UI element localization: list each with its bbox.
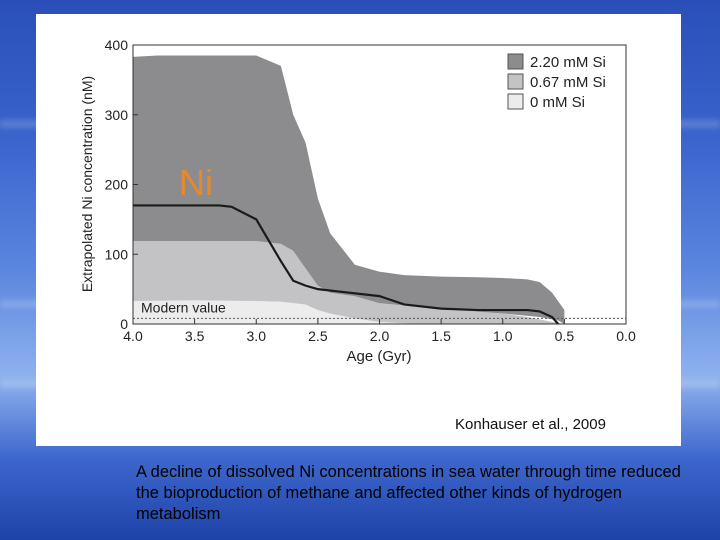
legend-label: 2.20 mM Si (530, 54, 606, 71)
y-axis-label: Extrapolated Ni concentration (nM) (79, 76, 95, 292)
legend-swatch (507, 73, 524, 90)
x-tick-label: 3.5 (185, 328, 205, 344)
x-tick-label: 0.5 (555, 328, 575, 344)
legend-label: 0 mM Si (530, 94, 585, 111)
x-tick-label: 3.0 (247, 328, 267, 344)
x-tick-label: 2.5 (308, 328, 328, 344)
legend-swatch (507, 93, 524, 110)
citation: Konhauser et al., 2009 (455, 416, 606, 433)
panel-label: Ni (179, 162, 213, 203)
slide-caption: A decline of dissolved Ni concentrations… (136, 463, 681, 523)
x-tick-label: 0.0 (616, 328, 636, 344)
x-tick-label: 2.0 (370, 328, 390, 344)
legend-label: 0.67 mM Si (530, 74, 606, 91)
x-tick-label: 4.0 (123, 328, 143, 344)
modern-value-label: Modern value (141, 299, 226, 315)
median-ni-line (133, 204, 560, 325)
figure-panel: Modern value 4.0 3.5 3.0 2.5 2.0 1.5 1.0 0.5 0.0… (36, 14, 681, 446)
y-tick-label: 400 (105, 37, 129, 53)
x-tick-label: 1.0 (493, 328, 513, 344)
y-tick-label: 300 (105, 107, 129, 123)
y-tick-label: 100 (105, 246, 129, 262)
legend-swatch (507, 53, 524, 70)
y-tick-label: 200 (105, 177, 129, 193)
x-tick-label: 1.5 (431, 328, 451, 344)
ni-chart: Modern value 4.0 3.5 3.0 2.5 2.0 1.5 1.0 0.5 0.0… (79, 37, 636, 365)
x-axis-label: Age (Gyr) (346, 348, 411, 365)
y-tick-label: 0 (120, 316, 128, 332)
